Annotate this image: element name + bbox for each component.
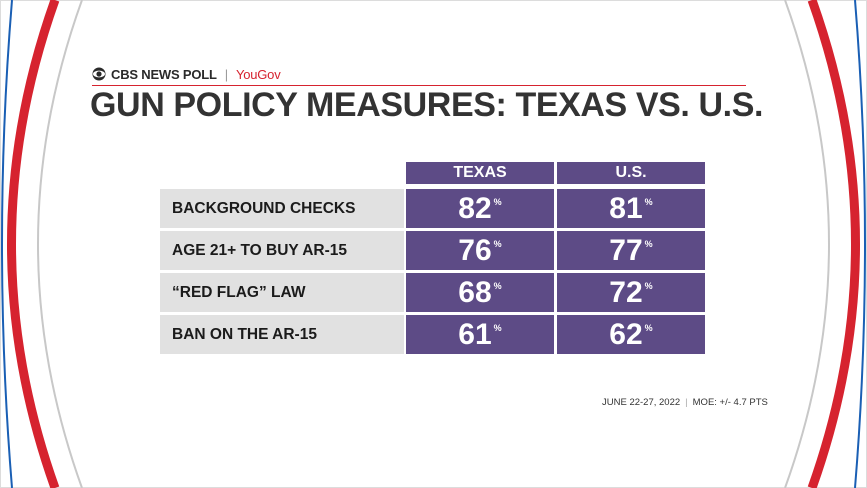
row-label: BACKGROUND CHECKS <box>160 189 404 228</box>
brand-separator: | <box>224 66 228 82</box>
row-label: BAN ON THE AR-15 <box>160 315 404 354</box>
page-title: GUN POLICY MEASURES: TEXAS VS. U.S. <box>90 86 764 124</box>
percent-sign: % <box>644 197 653 207</box>
partner-name: YouGov <box>235 66 281 82</box>
value-label: 82 <box>458 191 492 225</box>
row-label: “RED FLAG” LAW <box>160 273 404 312</box>
value-label: 61 <box>458 317 492 351</box>
percent-sign: % <box>644 239 653 249</box>
percent-sign: % <box>644 281 653 291</box>
value-label: 72 <box>609 275 643 309</box>
percent-sign: % <box>493 239 502 249</box>
value-cell-us: 81% <box>557 189 705 228</box>
percent-sign: % <box>493 281 502 291</box>
percent-sign: % <box>644 323 653 333</box>
row-label: AGE 21+ TO BUY AR-15 <box>160 231 404 270</box>
column-header-us: U.S. <box>557 162 705 184</box>
value-cell-us: 77% <box>557 231 705 270</box>
value-cell-texas: 61% <box>406 315 554 354</box>
value-label: 76 <box>458 233 492 267</box>
brand-bar: CBS NEWS POLL | YouGov <box>92 66 281 82</box>
value-label: 62 <box>609 317 643 351</box>
title-rule <box>92 85 746 86</box>
percent-sign: % <box>493 197 502 207</box>
fieldwork-dates: JUNE 22-27, 2022 <box>602 397 681 408</box>
cbs-eye-icon <box>92 67 106 81</box>
value-label: 81 <box>609 191 643 225</box>
value-cell-texas: 82% <box>406 189 554 228</box>
footer-note: JUNE 22-27, 2022 | MOE: +/- 4.7 PTS <box>602 397 768 408</box>
poll-name: CBS NEWS POLL <box>111 66 217 82</box>
percent-sign: % <box>493 323 502 333</box>
footer-separator: | <box>685 397 688 408</box>
value-cell-us: 72% <box>557 273 705 312</box>
value-label: 77 <box>609 233 643 267</box>
margin-of-error: MOE: +/- 4.7 PTS <box>692 397 768 408</box>
column-header-texas: TEXAS <box>406 162 554 184</box>
value-cell-texas: 76% <box>406 231 554 270</box>
value-label: 68 <box>458 275 492 309</box>
value-cell-texas: 68% <box>406 273 554 312</box>
value-cell-us: 62% <box>557 315 705 354</box>
